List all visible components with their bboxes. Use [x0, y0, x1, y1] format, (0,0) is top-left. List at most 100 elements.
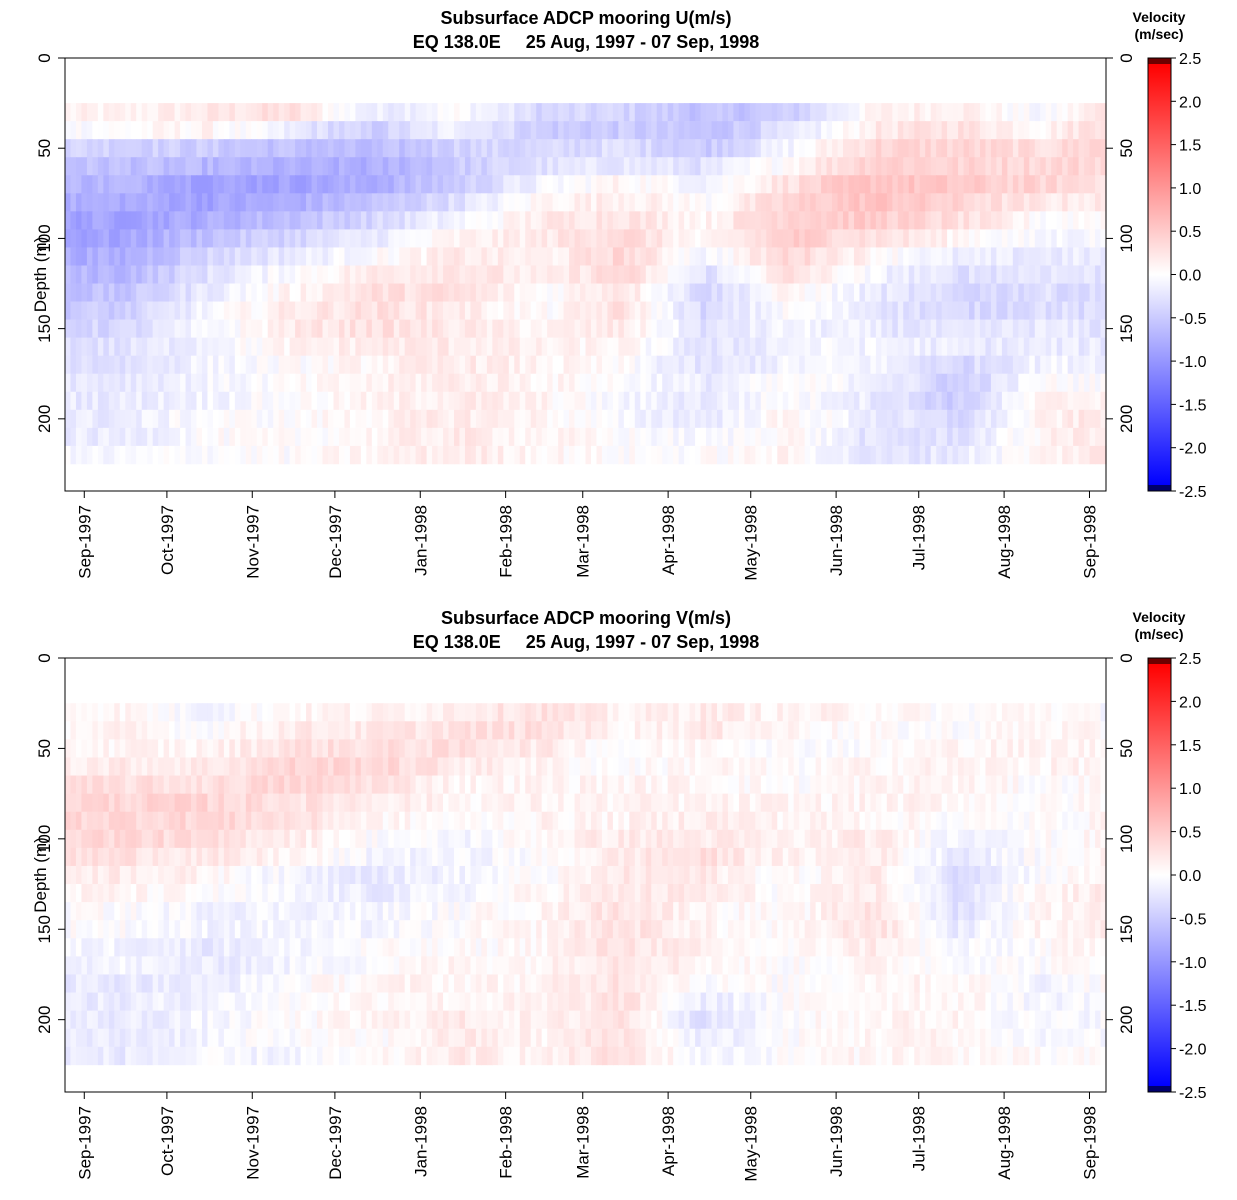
heatmap-cell [377, 739, 384, 758]
heatmap-cell [689, 337, 696, 356]
heatmap-cell [947, 157, 954, 176]
heatmap-cell [371, 175, 378, 194]
heatmap-cell [152, 211, 159, 230]
heatmap-cell [601, 721, 609, 740]
heatmap-cell [574, 409, 581, 429]
heatmap-cell [317, 757, 324, 776]
heatmap-cell [667, 373, 674, 393]
heatmap-cell [689, 373, 696, 393]
heatmap-cell [388, 757, 395, 776]
heatmap-cell [344, 301, 351, 320]
heatmap-cell [388, 139, 395, 158]
heatmap-cell [979, 355, 987, 375]
heatmap-cell [174, 103, 181, 122]
heatmap-cell [147, 391, 154, 411]
heatmap-cell [103, 739, 110, 758]
heatmap-cell [585, 427, 592, 447]
heatmap-cell [245, 211, 252, 230]
heatmap-cell [152, 265, 159, 284]
heatmap-cell [218, 445, 225, 465]
heatmap-cell [497, 337, 504, 356]
heatmap-cell [645, 427, 652, 447]
heatmap-cell [497, 391, 504, 411]
heatmap-cell [289, 211, 296, 230]
heatmap-cell [262, 793, 269, 813]
heatmap-cell [810, 427, 817, 447]
heatmap-cell [119, 211, 126, 230]
heatmap-cell [864, 211, 872, 230]
heatmap-cell [525, 703, 532, 722]
heatmap-cell [497, 703, 504, 722]
heatmap-cell [947, 103, 954, 122]
heatmap-cell [744, 427, 751, 447]
heatmap-cell [459, 121, 466, 140]
heatmap-cell [426, 121, 433, 140]
heatmap-cell [749, 283, 756, 302]
heatmap-cell [563, 157, 570, 176]
heatmap-cell [92, 373, 99, 393]
heatmap-cell [864, 337, 872, 356]
heatmap-cell [229, 445, 236, 465]
heatmap-cell [212, 337, 220, 356]
heatmap-cell [727, 757, 735, 776]
heatmap-cell [1040, 229, 1047, 248]
heatmap-cell [366, 157, 373, 176]
heatmap-cell [147, 175, 154, 194]
heatmap-cell [848, 139, 855, 158]
heatmap-cell [634, 757, 641, 776]
heatmap-cell [640, 427, 647, 447]
heatmap-cell [1040, 211, 1047, 230]
heatmap-cell [793, 427, 800, 447]
heatmap-cell [963, 319, 970, 338]
heatmap-cell [716, 373, 724, 393]
heatmap-cell [70, 337, 77, 356]
heatmap-cell [174, 211, 181, 230]
heatmap-cell [103, 103, 110, 122]
heatmap-cell [432, 265, 439, 284]
heatmap-cell [979, 193, 987, 212]
heatmap-cell [338, 121, 346, 140]
heatmap-cell [695, 301, 702, 320]
heatmap-cell [914, 721, 921, 740]
heatmap-cell [766, 793, 773, 813]
heatmap-cell [514, 211, 521, 230]
heatmap-cell [81, 703, 88, 722]
heatmap-cell [1078, 409, 1085, 429]
heatmap-cell [180, 757, 187, 776]
heatmap-cell [552, 301, 559, 320]
heatmap-cell [141, 139, 148, 158]
heatmap-cell [360, 409, 367, 429]
heatmap-cell [108, 793, 115, 813]
heatmap-cell [1056, 121, 1063, 140]
heatmap-cell [870, 739, 877, 758]
heatmap-cell [180, 283, 187, 302]
heatmap-cell [930, 301, 937, 320]
heatmap-cell [300, 211, 307, 230]
heatmap-cell [585, 721, 592, 740]
heatmap-cell [86, 793, 93, 813]
heatmap-cell [569, 193, 576, 212]
heatmap-cell [459, 319, 466, 338]
heatmap-cell [766, 121, 773, 140]
heatmap-cell [1095, 319, 1102, 338]
heatmap-cell [130, 247, 137, 266]
heatmap-cell [399, 229, 406, 248]
heatmap-cell [799, 757, 806, 776]
heatmap-cell [136, 721, 143, 740]
heatmap-cell [859, 721, 866, 740]
heatmap-cell [788, 775, 795, 794]
heatmap-cell [349, 283, 356, 302]
heatmap-cell [201, 721, 209, 740]
heatmap-cell [169, 739, 176, 758]
heatmap-cell [454, 739, 461, 758]
heatmap-cell [201, 319, 209, 338]
heatmap-cell [196, 247, 203, 266]
heatmap-cell [612, 703, 619, 722]
heatmap-cell [749, 739, 756, 758]
heatmap-cell [843, 319, 850, 338]
heatmap-cell [130, 265, 137, 284]
heatmap-cell [733, 121, 740, 140]
heatmap-cell [1029, 247, 1036, 266]
heatmap-cell [223, 409, 230, 429]
heatmap-cell [284, 157, 291, 176]
